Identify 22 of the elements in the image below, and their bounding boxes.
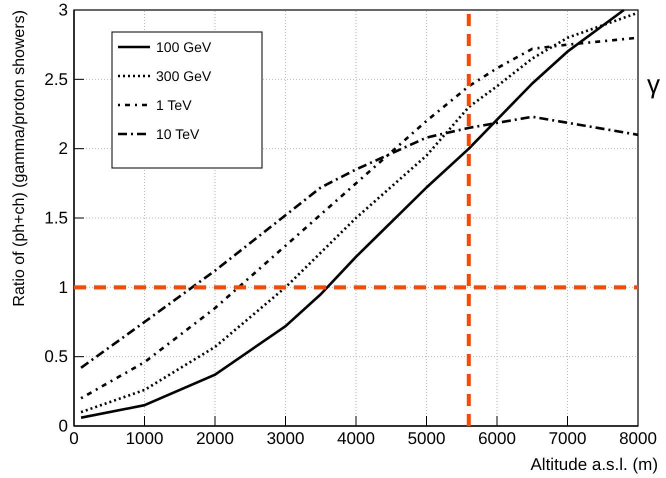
legend-label: 100 GeV — [156, 39, 212, 55]
legend-label: 10 TeV — [156, 126, 200, 142]
x-tick-label: 5000 — [408, 429, 446, 448]
text: γ — [647, 69, 660, 100]
x-tick-label: 6000 — [478, 429, 516, 448]
x-tick-label: 3000 — [266, 429, 304, 448]
y-tick-label: 3 — [58, 0, 68, 20]
x-tick-label: 1000 — [126, 429, 164, 448]
y-tick-label: 2 — [58, 139, 68, 158]
y-tick-label: 1 — [58, 278, 68, 297]
x-tick-label: 4000 — [337, 429, 375, 448]
legend-label: 1 TeV — [156, 97, 192, 113]
y-tick-label: 0.5 — [44, 347, 68, 366]
y-axis-title: Ratio of (ph+ch) (gamma/proton showers) — [11, 10, 28, 307]
x-tick-label: 8000 — [619, 429, 657, 448]
y-tick-label: 0 — [58, 416, 68, 436]
x-tick-label: 2000 — [196, 429, 234, 448]
x-tick-label: 7000 — [548, 429, 586, 448]
legend-label: 300 GeV — [156, 68, 212, 84]
y-tick-label: 2.5 — [44, 70, 68, 89]
x-axis-title: Altitude a.s.l. (m) — [530, 455, 658, 474]
y-tick-label: 1.5 — [44, 208, 68, 228]
